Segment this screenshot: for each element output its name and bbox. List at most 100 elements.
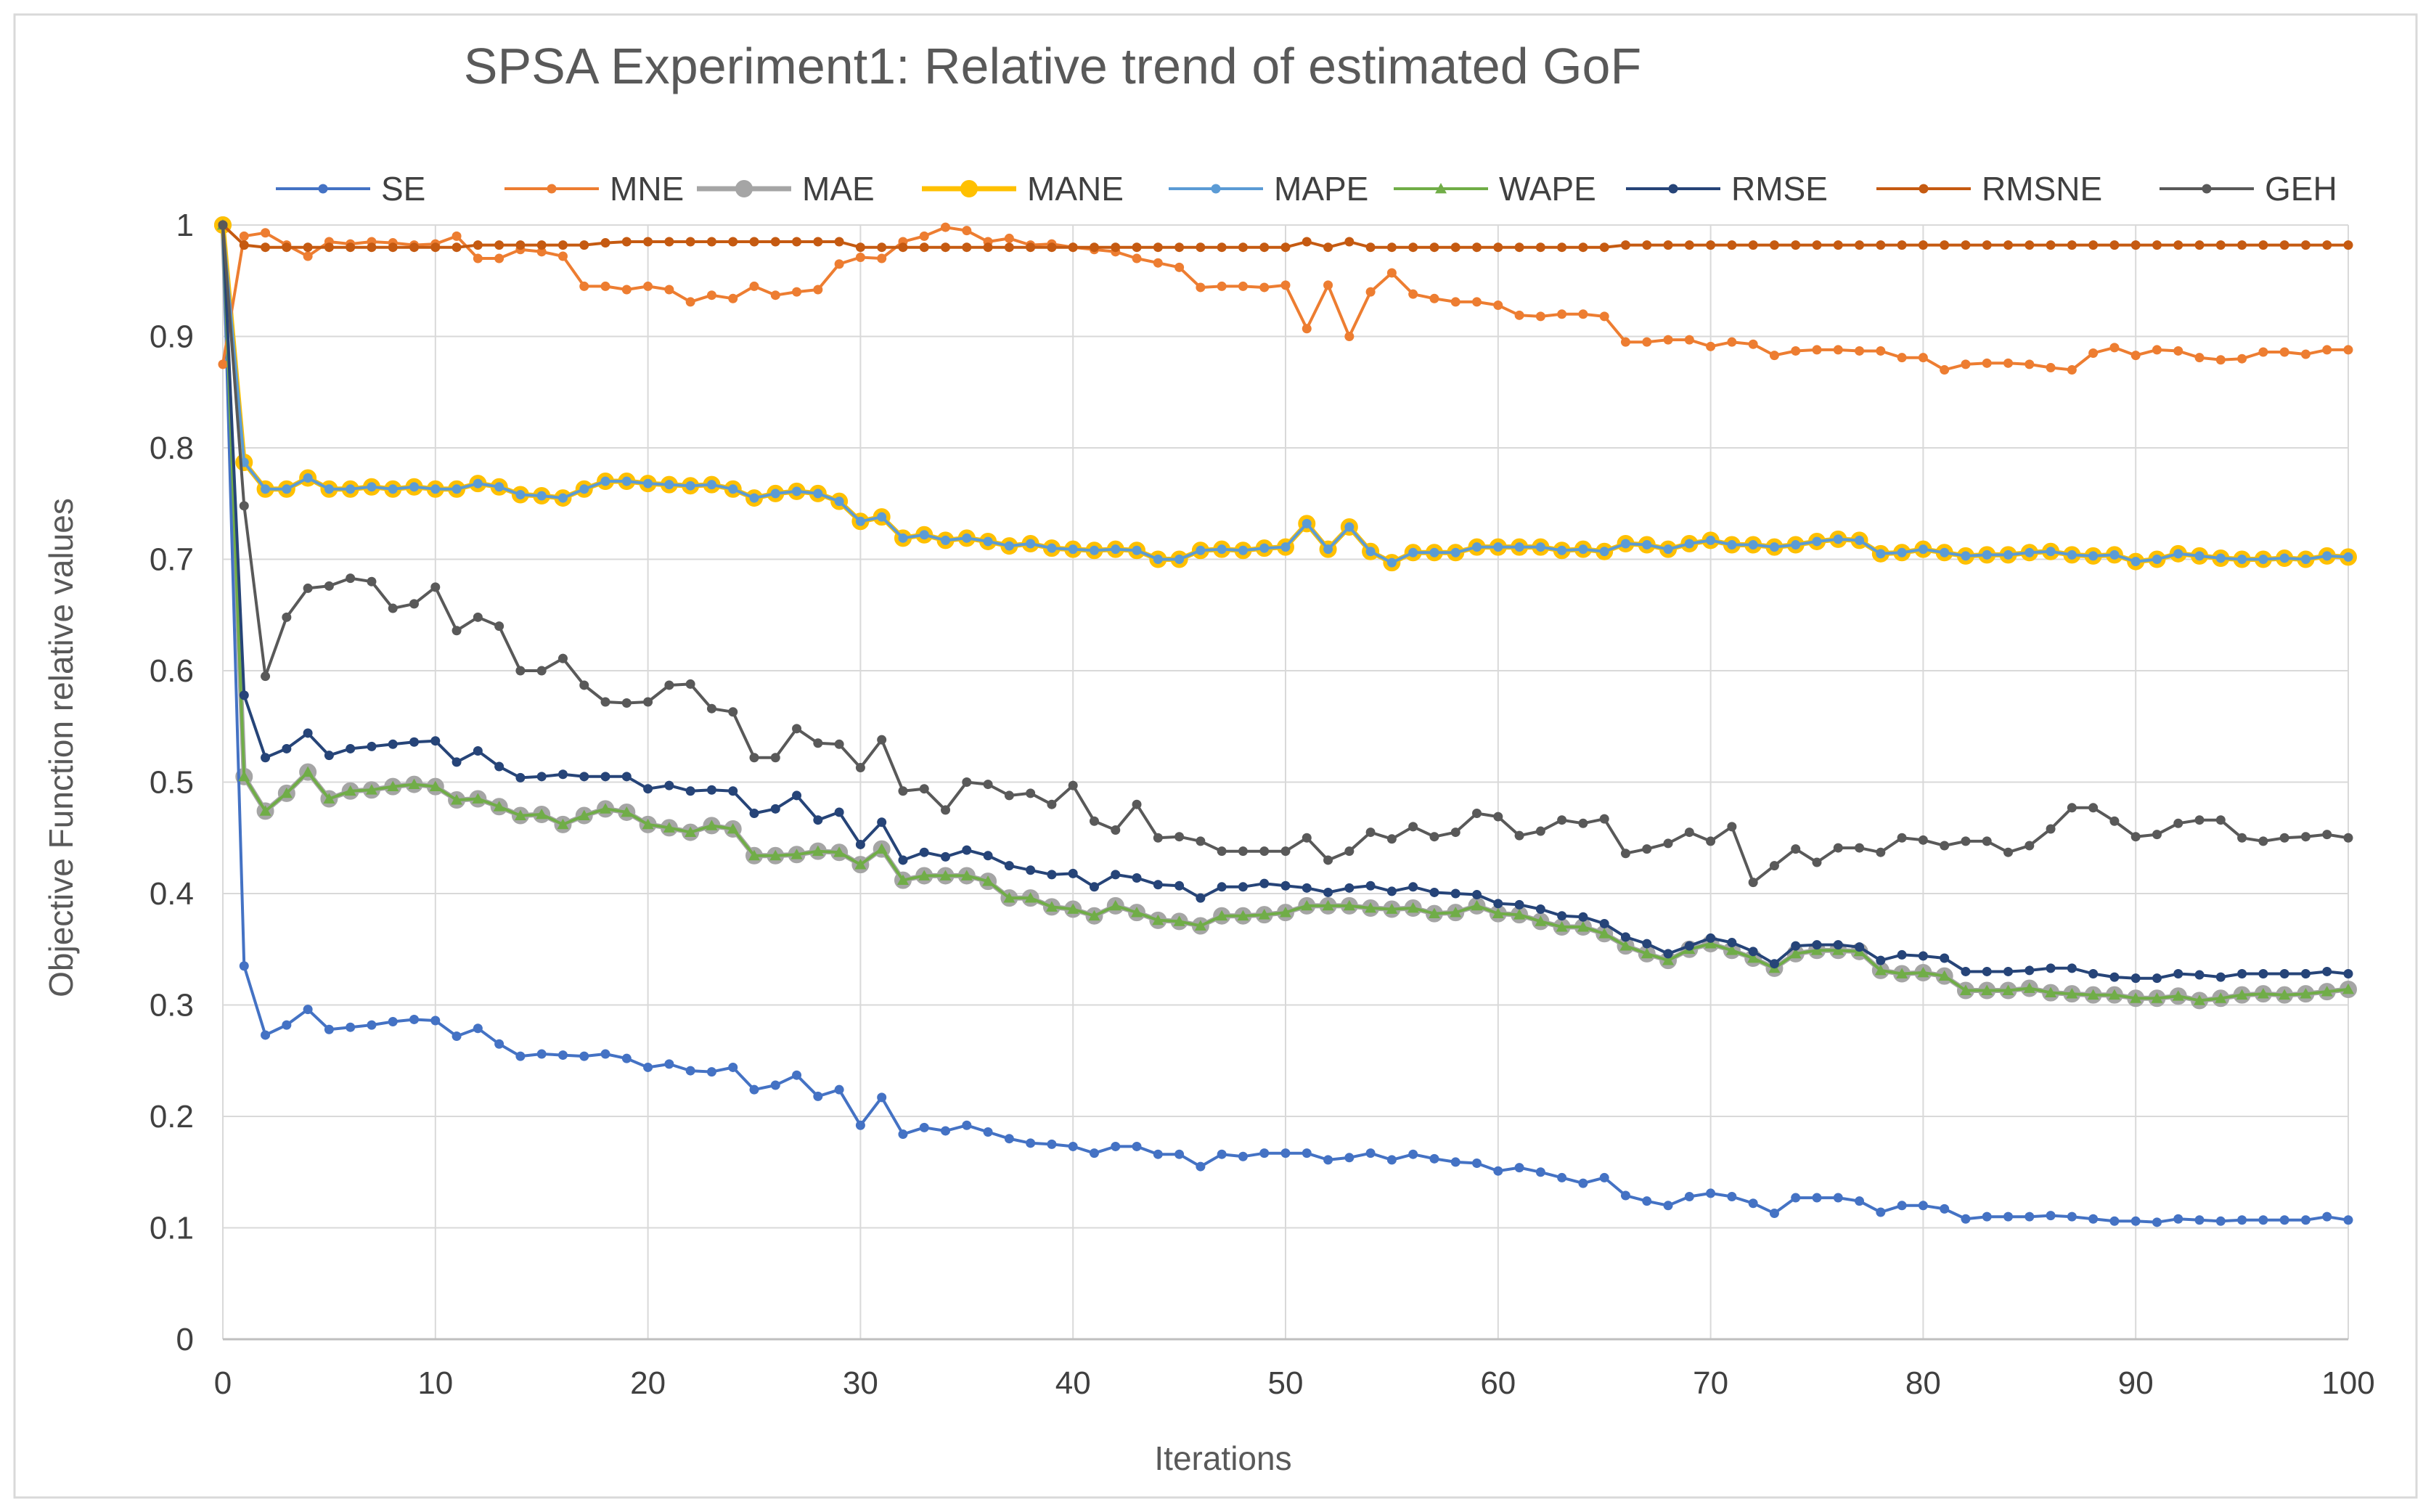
data-point-se	[2088, 1214, 2099, 1224]
data-point-rmse	[1514, 899, 1524, 910]
data-point-mape	[430, 484, 441, 494]
data-point-mape	[473, 478, 483, 489]
x-axis-label: Iterations	[1154, 1439, 1291, 1477]
data-point-mape	[1897, 547, 1907, 557]
data-point-geh	[1940, 841, 1950, 851]
data-point-mne	[557, 251, 568, 261]
data-point-se	[1918, 1201, 1928, 1211]
data-point-mape	[1961, 551, 1971, 561]
y-tick-label: 0.9	[150, 319, 194, 355]
data-point-mne	[1557, 309, 1567, 319]
legend-swatch-marker	[735, 180, 753, 197]
data-point-mne	[1918, 353, 1928, 363]
data-point-mne	[1535, 311, 1545, 322]
data-point-mne	[664, 285, 674, 295]
data-point-rmsne	[1408, 242, 1418, 253]
data-point-rmse	[2152, 973, 2162, 984]
data-point-se	[1238, 1151, 1248, 1161]
data-point-wape	[1492, 907, 1504, 919]
y-tick-label: 1	[176, 208, 194, 243]
data-point-rmse	[1068, 868, 1078, 878]
data-point-rmse	[2215, 972, 2226, 982]
data-point-rmse	[1217, 882, 1227, 892]
data-point-rmsne	[962, 242, 972, 253]
data-point-mape	[1259, 543, 1270, 553]
data-point-mape	[728, 484, 738, 494]
data-point-wape	[2194, 994, 2206, 1005]
legend-swatch-marker	[1211, 184, 1221, 194]
data-point-rmsne	[941, 242, 951, 253]
data-point-rmsne	[1153, 242, 1163, 253]
data-point-mne	[813, 285, 823, 295]
data-point-mne	[1791, 346, 1801, 356]
data-point-wape	[790, 849, 803, 859]
data-point-rmse	[1386, 886, 1397, 896]
data-point-wape	[1450, 907, 1462, 918]
data-point-mape	[1514, 542, 1524, 552]
data-point-mne	[494, 253, 504, 263]
data-point-rmse	[473, 746, 483, 756]
data-point-mne	[1280, 280, 1291, 290]
data-point-mne	[2046, 362, 2056, 372]
data-point-rmsne	[1833, 240, 1843, 250]
series-lines	[214, 216, 2357, 1227]
data-point-se	[2067, 1211, 2077, 1222]
data-point-se	[621, 1053, 632, 1063]
data-point-rmse	[1450, 888, 1460, 899]
data-point-geh	[515, 666, 526, 676]
data-point-mne	[218, 359, 228, 369]
data-point-rmsne	[792, 237, 802, 247]
data-point-mne	[728, 293, 738, 303]
data-point-rmsne	[303, 242, 313, 253]
data-point-rmse	[303, 728, 313, 738]
legend-label: RMSE	[1731, 170, 1828, 208]
data-point-wape	[1407, 902, 1419, 913]
data-point-rmse	[515, 772, 526, 782]
data-point-se	[1089, 1148, 1099, 1158]
data-point-geh	[1812, 857, 1822, 867]
legend-item-mne: MNE	[504, 170, 684, 208]
data-point-se	[983, 1127, 993, 1137]
data-point-rmse	[770, 804, 780, 814]
data-point-se	[2215, 1216, 2226, 1226]
data-point-mne	[1876, 346, 1886, 356]
data-point-mne	[261, 228, 271, 238]
data-point-wape	[1471, 899, 1483, 911]
data-point-rmse	[1535, 904, 1545, 914]
data-point-mne	[303, 251, 313, 261]
data-point-wape	[2108, 989, 2120, 1000]
data-point-mape	[557, 493, 568, 503]
data-point-rmse	[579, 772, 589, 782]
data-point-rmse	[1940, 953, 1950, 963]
data-point-rmsne	[2173, 240, 2183, 250]
data-point-se	[770, 1080, 780, 1090]
data-point-rmsne	[813, 237, 823, 247]
data-point-mape	[346, 484, 356, 494]
data-point-mape	[1365, 547, 1376, 557]
data-point-geh	[1897, 833, 1907, 843]
legend-label: MAE	[802, 170, 875, 208]
data-point-rmse	[1557, 911, 1567, 921]
data-point-wape	[2066, 988, 2078, 999]
data-point-geh	[1833, 843, 1843, 853]
data-point-mape	[1599, 547, 1609, 557]
data-point-se	[1599, 1172, 1609, 1182]
data-point-mape	[643, 478, 653, 489]
data-point-geh	[1684, 827, 1694, 838]
data-point-mape	[494, 482, 504, 492]
data-point-rmsne	[1217, 242, 1227, 253]
data-point-geh	[1642, 844, 1652, 854]
data-point-rmse	[1323, 887, 1333, 897]
data-point-geh	[643, 697, 653, 707]
data-point-geh	[2194, 815, 2205, 825]
data-point-rmsne	[2046, 240, 2056, 250]
data-point-mne	[473, 253, 483, 263]
x-tick-label: 10	[417, 1365, 453, 1401]
data-point-se	[1493, 1166, 1503, 1176]
data-point-rmse	[898, 855, 908, 865]
data-point-mape	[388, 484, 398, 494]
data-point-geh	[983, 780, 993, 790]
data-point-rmse	[749, 808, 759, 818]
data-point-wape	[536, 809, 548, 820]
data-point-rmsne	[1727, 240, 1737, 250]
